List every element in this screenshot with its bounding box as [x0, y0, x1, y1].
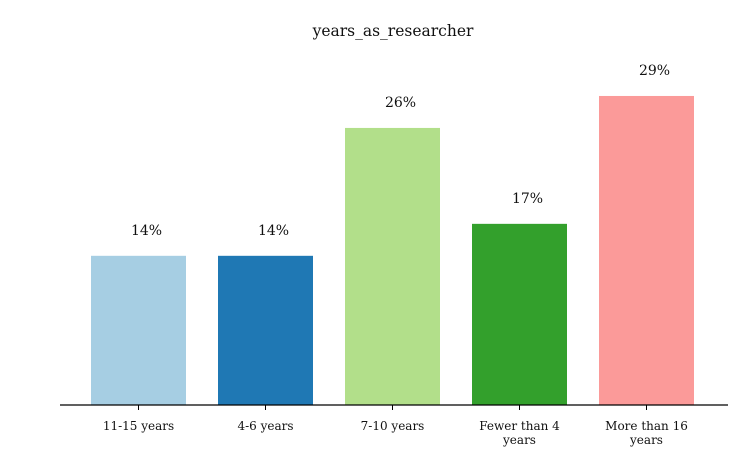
- bar-fewer-than-4-years: [472, 223, 567, 405]
- data-label-fewer-than-4-years: 17%: [512, 191, 543, 207]
- bar-7-10-years: [345, 127, 440, 405]
- bars-group: [91, 95, 694, 405]
- data-label-more-than-16-years: 29%: [639, 63, 670, 79]
- x-tick-label-more-than-16-years: More than 16 years: [605, 419, 688, 447]
- x-tick-label-fewer-than-4-years: Fewer than 4 years: [479, 419, 560, 447]
- data-labels-group: 14% 14% 26% 17% 29%: [131, 63, 670, 239]
- data-label-11-15-years: 14%: [131, 223, 162, 239]
- x-tick-label-7-10-years: 7-10 years: [361, 419, 425, 433]
- bar-more-than-16-years: [599, 95, 694, 405]
- chart-title: years_as_researcher: [312, 22, 474, 40]
- x-ticks-group: 11-15 years 4-6 years 7-10 years Fewer than…: [103, 405, 688, 447]
- x-tick-label-11-15-years: 11-15 years: [103, 419, 174, 433]
- bar-4-6-years: [218, 255, 313, 405]
- data-label-4-6-years: 14%: [258, 223, 289, 239]
- data-label-7-10-years: 26%: [385, 95, 416, 111]
- x-tick-label-4-6-years: 4-6 years: [237, 419, 293, 433]
- bar-11-15-years: [91, 255, 186, 405]
